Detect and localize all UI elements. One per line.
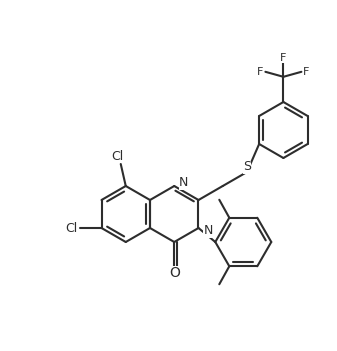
- Text: N: N: [179, 177, 189, 190]
- Text: N: N: [204, 225, 213, 238]
- Text: O: O: [169, 266, 180, 280]
- Text: Cl: Cl: [112, 150, 124, 163]
- Text: Cl: Cl: [65, 221, 78, 234]
- Text: F: F: [303, 67, 310, 77]
- Text: F: F: [257, 67, 264, 77]
- Text: S: S: [243, 160, 251, 173]
- Text: F: F: [280, 53, 286, 63]
